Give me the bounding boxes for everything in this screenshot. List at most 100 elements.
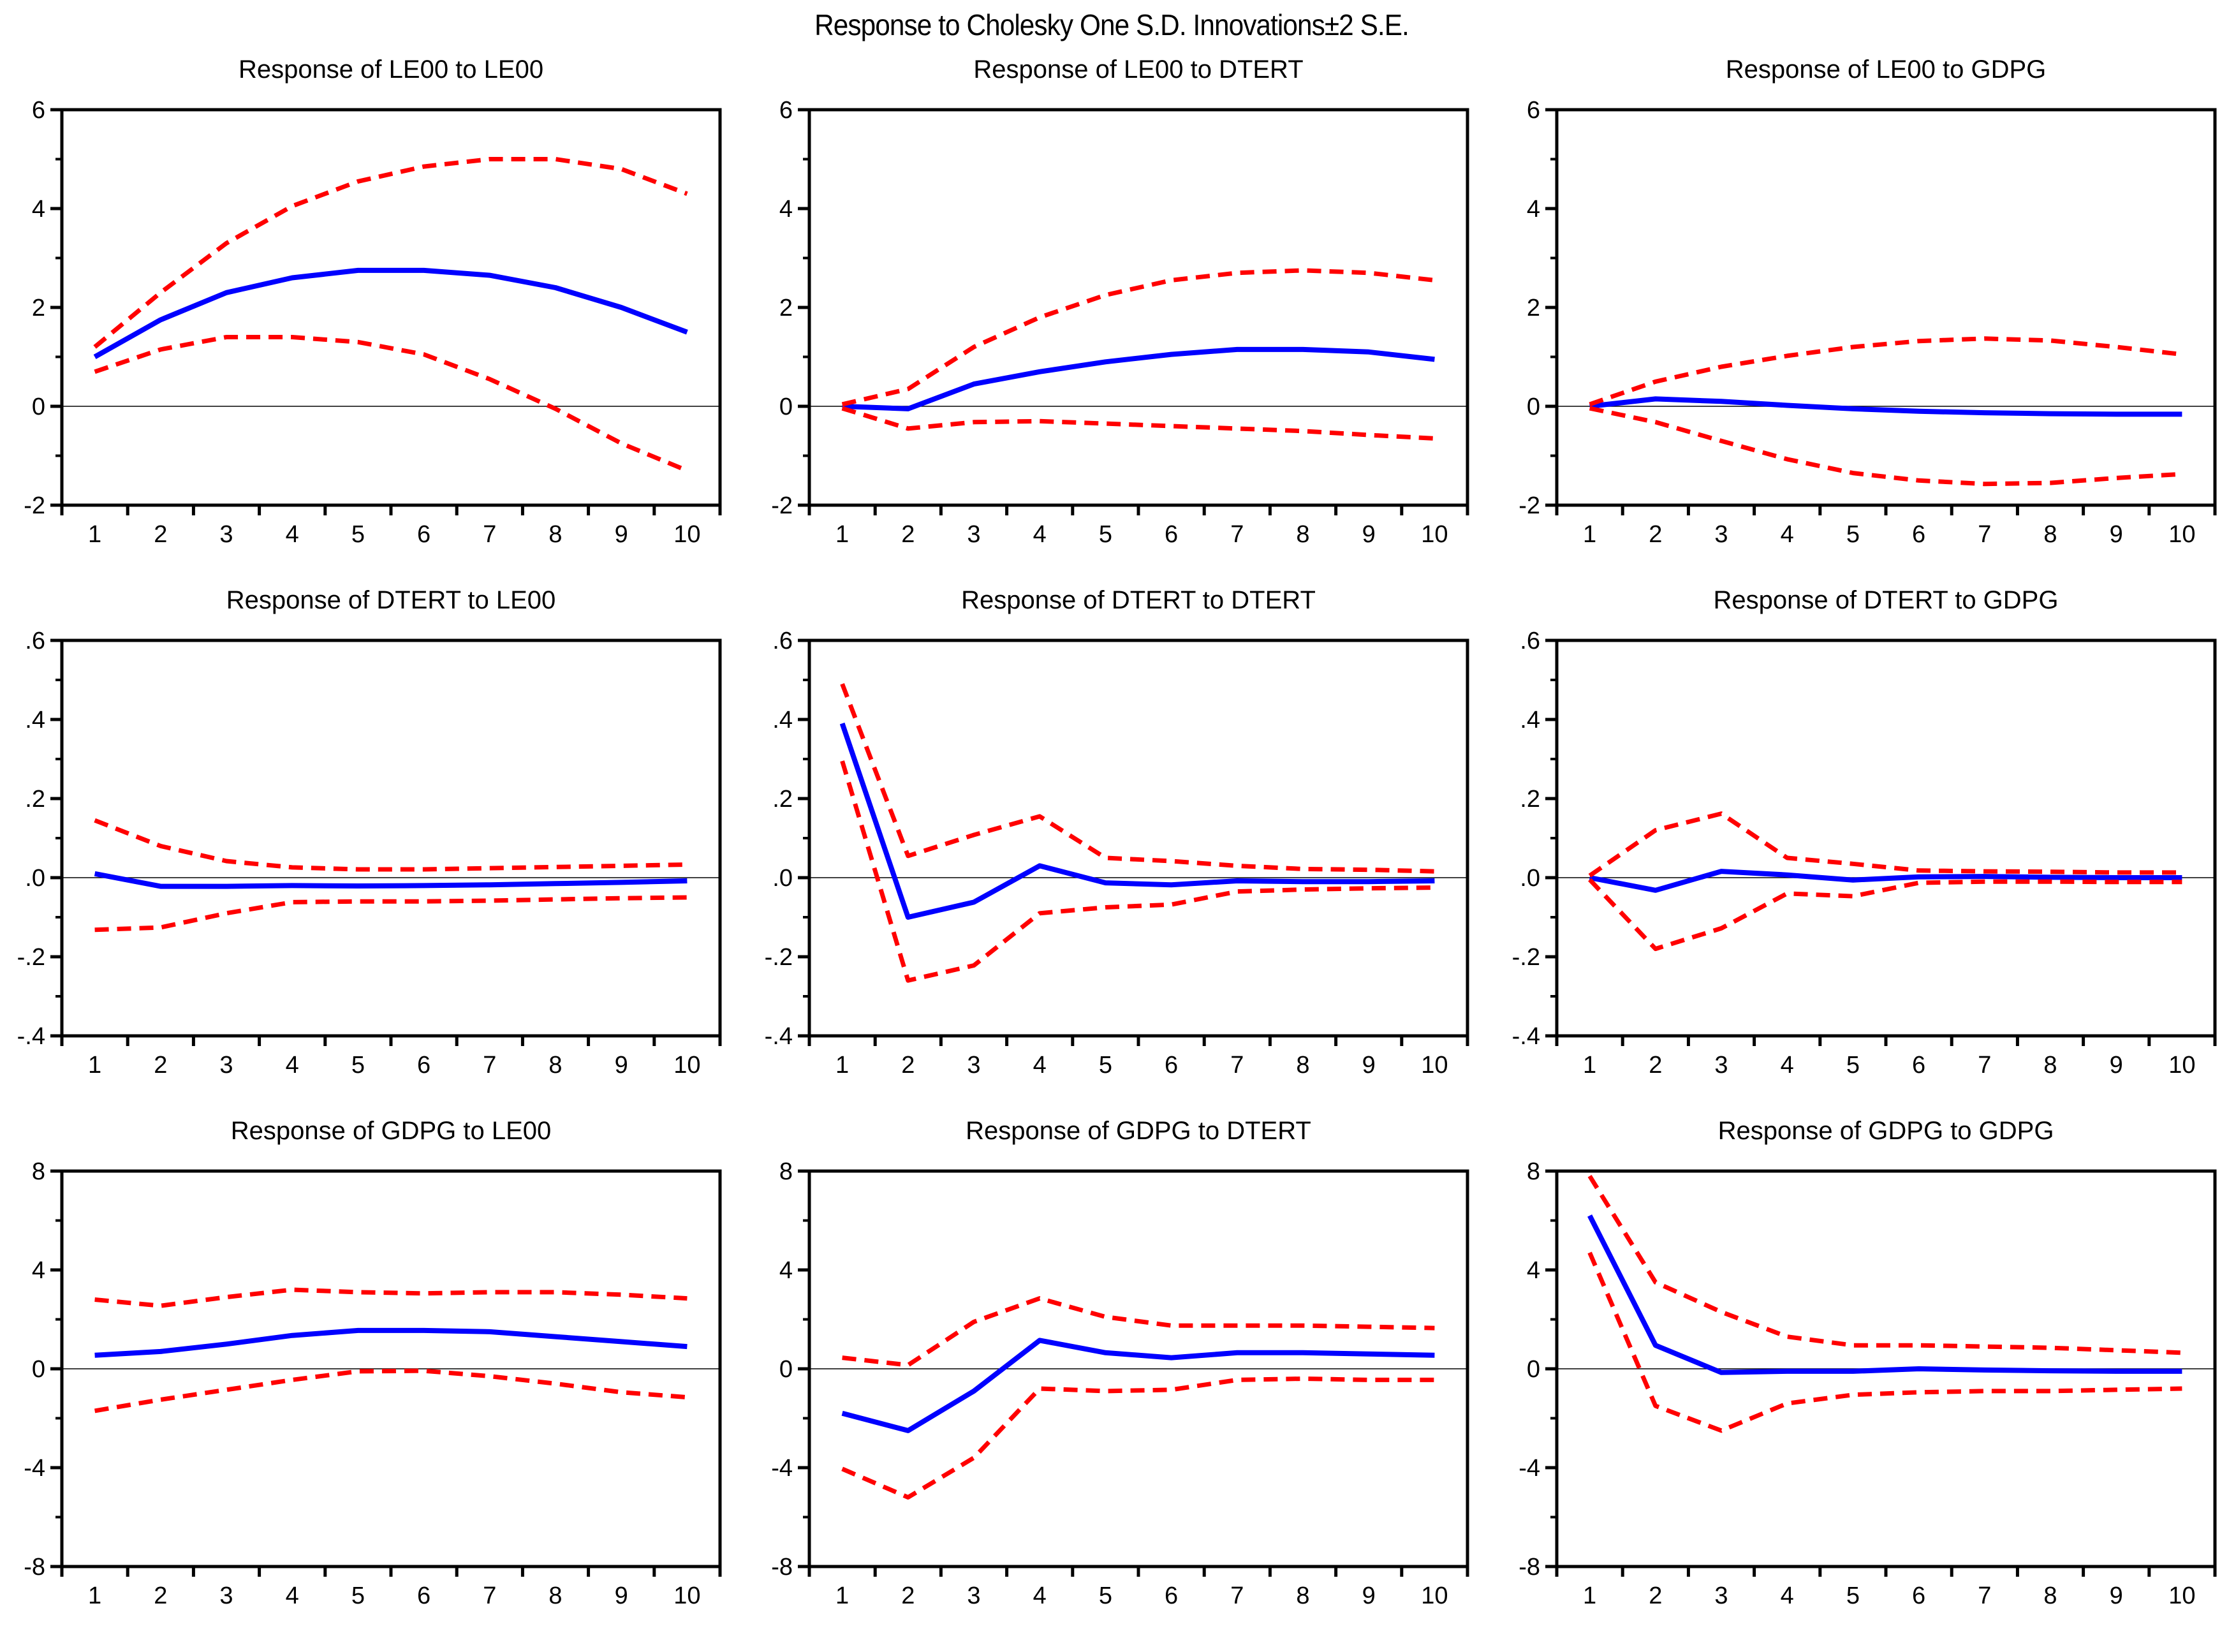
x-tick-label: 6	[417, 1582, 430, 1609]
x-tick-label: 9	[2110, 521, 2123, 548]
panel-title: Response of DTERT to DTERT	[961, 586, 1316, 614]
y-tick-label: -.4	[17, 1023, 45, 1050]
x-tick-label: 6	[1912, 521, 1925, 548]
y-tick-label: 4	[1527, 1257, 1540, 1284]
panel-title: Response of LE00 to DTERT	[973, 55, 1303, 84]
confidence-band-line	[1589, 406, 2182, 487]
x-tick-label: 9	[615, 521, 628, 548]
x-tick-label: 2	[154, 521, 167, 548]
x-tick-label: 4	[286, 521, 299, 548]
plot-border	[1555, 638, 2217, 1038]
confidence-band-line	[841, 406, 1435, 441]
confidence-band-line	[841, 268, 1435, 407]
x-tick-label: 6	[1912, 1582, 1925, 1609]
y-tick-label: .2	[772, 786, 793, 813]
x-tick-label: 4	[1781, 521, 1794, 548]
x-tick-label: 1	[88, 1582, 101, 1609]
y-tick-label: 8	[32, 1158, 45, 1185]
x-tick-label: 10	[1421, 1052, 1448, 1079]
y-tick-label: 0	[1527, 1356, 1540, 1383]
x-tick-label: 6	[1912, 1052, 1925, 1079]
panel-title: Response of GDPG to DTERT	[966, 1117, 1311, 1145]
x-tick-label: 3	[219, 521, 233, 548]
panel-title: Response of LE00 to GDPG	[1726, 55, 2047, 84]
y-tick-label: -4	[771, 1455, 793, 1482]
panel-title: Response of DTERT to GDPG	[1714, 586, 2059, 614]
irf-panel: Response of DTERT to LE00 .6 .4 .2 .0 -.2 -.4 1…	[3, 579, 725, 1102]
panel-chart: Response of GDPG to DTERT 8 4 0 -4 -8 1 2 3 4 5 6 7 8…	[771, 1117, 1469, 1609]
x-tick-label: 1	[88, 521, 101, 548]
x-tick-label: 2	[901, 521, 915, 548]
y-tick-label: .0	[25, 865, 45, 892]
x-tick-label: 8	[1296, 521, 1309, 548]
y-tick-label: .2	[1520, 786, 1540, 813]
x-tick-label: 1	[1583, 1582, 1596, 1609]
x-tick-label: 3	[967, 521, 980, 548]
confidence-band-line	[93, 157, 688, 349]
panel-chart: Response of LE00 to DTERT 6 4 2 0 -2 1 2 3 4 5 6 7 8 9…	[771, 55, 1469, 548]
confidence-band-line	[1587, 1174, 2182, 1355]
panel-chart: Response of GDPG to LE00 8 4 0 -4 -8 1 2 3 4 5 6 7 8 9…	[24, 1117, 722, 1609]
panel-title: Response of DTERT to LE00	[226, 586, 556, 614]
irf-panel: Response of GDPG to GDPG 8 4 0 -4 -8 1 2 3 4 5 6 7 8 9…	[1498, 1110, 2220, 1633]
plot-border	[60, 108, 722, 507]
y-tick-label: 8	[779, 1158, 793, 1185]
x-tick-label: 5	[1846, 521, 1860, 548]
plot-border	[60, 1169, 722, 1568]
irf-panel: Response of DTERT to GDPG .6 .4 .2 .0 -.2 -.4 1…	[1498, 579, 2220, 1102]
x-tick-label: 1	[835, 1582, 849, 1609]
x-tick-label: 8	[2043, 1052, 2057, 1079]
y-tick-label: 8	[1527, 1158, 1540, 1185]
irf-panel: Response of LE00 to DTERT 6 4 2 0 -2 1 2 3 4 5 6 7 8 9…	[751, 48, 1473, 572]
response-line	[841, 1338, 1435, 1433]
x-tick-label: 7	[1978, 1052, 1991, 1079]
y-tick-label: -.4	[1512, 1023, 1540, 1050]
plot-border	[807, 108, 1469, 507]
y-tick-label: .6	[1520, 628, 1540, 654]
x-tick-label: 10	[2168, 1582, 2195, 1609]
x-tick-label: 1	[1583, 521, 1596, 548]
panel-chart: Response of LE00 to GDPG 6 4 2 0 -2 1 2 3 4 5 6 7 8 9 1…	[1519, 55, 2217, 548]
y-tick-label: 4	[779, 196, 793, 223]
x-tick-label: 1	[835, 1052, 849, 1079]
x-tick-label: 6	[1165, 521, 1178, 548]
x-tick-label: 8	[548, 521, 562, 548]
x-tick-label: 8	[548, 1052, 562, 1079]
x-tick-label: 5	[1099, 1052, 1112, 1079]
x-tick-label: 9	[2110, 1582, 2123, 1609]
x-tick-label: 9	[615, 1052, 628, 1079]
plot-border	[1555, 1169, 2217, 1568]
x-tick-label: 4	[286, 1582, 299, 1609]
confidence-band-line	[94, 1368, 688, 1413]
x-tick-label: 5	[351, 1582, 365, 1609]
x-tick-label: 7	[483, 1052, 496, 1079]
x-tick-label: 5	[1846, 1582, 1860, 1609]
x-tick-label: 4	[1033, 1582, 1047, 1609]
y-tick-label: -2	[771, 492, 793, 519]
x-tick-label: 3	[967, 1582, 980, 1609]
confidence-band-line	[94, 335, 688, 473]
x-tick-label: 6	[1165, 1052, 1178, 1079]
y-tick-label: 0	[32, 394, 45, 420]
x-tick-label: 2	[1649, 1052, 1662, 1079]
y-tick-label: -8	[1519, 1554, 1540, 1581]
confidence-band-line	[94, 818, 688, 872]
x-tick-label: 4	[286, 1052, 299, 1079]
y-tick-label: 6	[1527, 97, 1540, 124]
x-tick-label: 10	[673, 1582, 700, 1609]
confidence-band-line	[1587, 1251, 2182, 1433]
y-tick-label: .0	[772, 865, 793, 892]
x-tick-label: 4	[1781, 1052, 1794, 1079]
y-tick-label: -.2	[1512, 944, 1540, 971]
confidence-band-line	[840, 760, 1435, 983]
x-tick-label: 1	[1583, 1052, 1596, 1079]
x-tick-label: 3	[219, 1052, 233, 1079]
confidence-band-line	[1588, 878, 2182, 952]
x-tick-label: 7	[1230, 1052, 1244, 1079]
y-tick-label: -2	[24, 492, 45, 519]
x-tick-label: 1	[835, 521, 849, 548]
y-tick-label: 0	[779, 1356, 793, 1383]
x-tick-label: 7	[1978, 521, 1991, 548]
y-tick-label: 6	[779, 97, 793, 124]
y-tick-label: -8	[771, 1554, 793, 1581]
